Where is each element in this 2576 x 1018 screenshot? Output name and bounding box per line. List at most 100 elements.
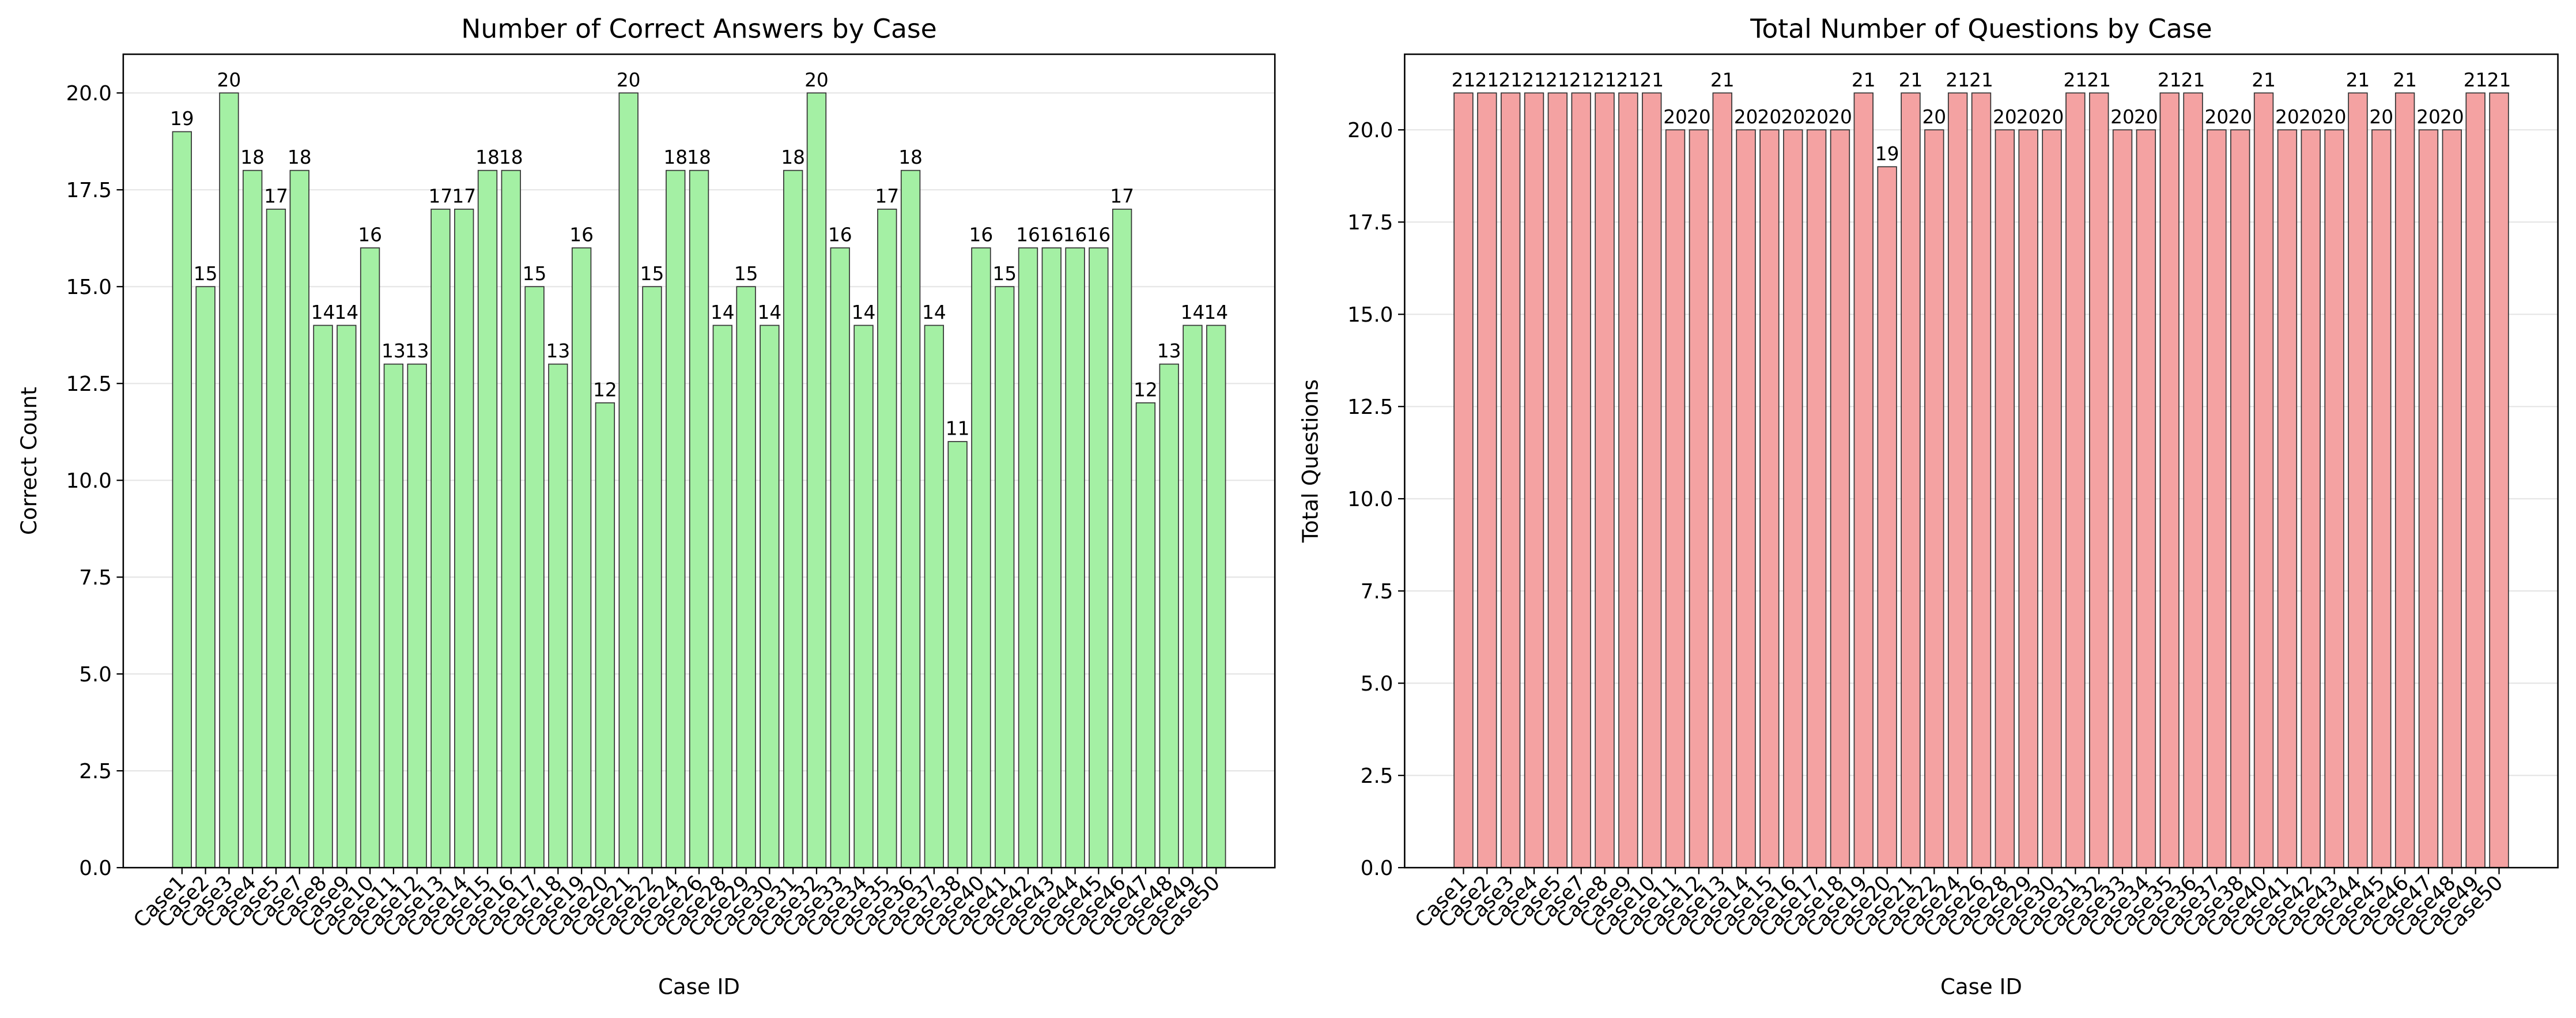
value-label: 16 xyxy=(828,224,852,246)
value-label: 18 xyxy=(898,146,923,168)
value-label: 20 xyxy=(2040,106,2064,128)
value-label: 16 xyxy=(1086,224,1111,246)
bar xyxy=(1065,247,1085,869)
value-label: 20 xyxy=(2016,106,2041,128)
bar xyxy=(947,441,968,869)
bar xyxy=(2112,129,2133,869)
value-label: 20 xyxy=(2440,106,2464,128)
y-tick-label: 10.0 xyxy=(66,469,112,493)
bar xyxy=(806,92,827,869)
value-label: 21 xyxy=(1593,69,1617,91)
value-label: 20 xyxy=(1804,106,1829,128)
value-label: 15 xyxy=(194,263,218,285)
bar xyxy=(1112,208,1132,869)
chart-panel: 0.02.55.07.510.012.515.017.520.021Case12… xyxy=(1298,14,2559,1000)
axes-frame xyxy=(122,53,1276,869)
bar xyxy=(2018,129,2038,869)
x-axis-label: Case ID xyxy=(658,975,740,1000)
bar xyxy=(1595,92,1615,869)
value-label: 20 xyxy=(1922,106,1946,128)
value-label: 14 xyxy=(311,301,335,323)
bar xyxy=(1547,92,1568,869)
bar xyxy=(666,169,686,869)
bar xyxy=(430,208,451,869)
bar xyxy=(689,169,709,869)
y-tick-label: 20.0 xyxy=(66,82,112,105)
value-label: 21 xyxy=(1969,69,1993,91)
bar xyxy=(360,247,380,869)
value-label: 12 xyxy=(1134,379,1158,401)
bar xyxy=(501,169,521,869)
value-label: 21 xyxy=(1475,69,1499,91)
bar xyxy=(783,169,803,869)
value-label: 16 xyxy=(1040,224,1064,246)
bar xyxy=(172,131,192,869)
bar xyxy=(853,325,874,869)
y-tick-label: 5.0 xyxy=(79,663,112,687)
value-label: 14 xyxy=(334,301,358,323)
bar xyxy=(618,92,639,869)
value-label: 21 xyxy=(1569,69,1593,91)
value-label: 21 xyxy=(1946,69,1970,91)
bar xyxy=(2324,129,2344,869)
bar xyxy=(1995,129,2015,869)
bar xyxy=(2136,129,2156,869)
bar xyxy=(1618,92,1638,869)
value-label: 21 xyxy=(2464,69,2488,91)
bar xyxy=(219,92,239,869)
bar xyxy=(1500,92,1521,869)
value-label: 20 xyxy=(1781,106,1805,128)
bar xyxy=(2230,129,2250,869)
value-label: 20 xyxy=(1993,106,2017,128)
bar xyxy=(266,208,286,869)
bar xyxy=(995,286,1015,869)
bar xyxy=(195,286,216,869)
y-tick-label: 0.0 xyxy=(1361,857,1393,880)
bar xyxy=(1853,92,1874,869)
value-label: 18 xyxy=(475,146,500,168)
y-tick-label: 2.5 xyxy=(79,760,112,783)
value-label: 20 xyxy=(2369,106,2393,128)
bar xyxy=(1736,129,1756,869)
value-label: 20 xyxy=(2275,106,2299,128)
y-tick-label: 12.5 xyxy=(1347,395,1393,419)
bar xyxy=(712,325,732,869)
value-label: 21 xyxy=(1710,69,1735,91)
bar xyxy=(1947,92,1968,869)
bar xyxy=(1806,129,1827,869)
bar xyxy=(337,325,357,869)
value-label: 21 xyxy=(1640,69,1664,91)
bar xyxy=(477,169,498,869)
value-label: 14 xyxy=(758,301,782,323)
bar xyxy=(2489,92,2509,869)
value-label: 16 xyxy=(1016,224,1040,246)
value-label: 18 xyxy=(781,146,805,168)
y-tick-label: 15.0 xyxy=(66,276,112,299)
value-label: 17 xyxy=(1110,185,1134,207)
value-label: 15 xyxy=(640,263,664,285)
value-label: 16 xyxy=(358,224,382,246)
y-tick-label: 20.0 xyxy=(1347,119,1393,142)
bar xyxy=(1901,92,1921,869)
value-label: 21 xyxy=(2252,69,2276,91)
y-tick-label: 2.5 xyxy=(1361,764,1393,788)
bar xyxy=(736,286,756,869)
bar xyxy=(1665,129,1686,869)
value-label: 20 xyxy=(1663,106,1687,128)
bar xyxy=(2394,92,2415,869)
value-label: 12 xyxy=(593,379,617,401)
bar xyxy=(1830,129,1850,869)
value-label: 21 xyxy=(1899,69,1923,91)
value-label: 21 xyxy=(1498,69,1523,91)
y-tick-label: 5.0 xyxy=(1361,672,1393,696)
y-tick-label: 12.5 xyxy=(66,372,112,396)
value-label: 20 xyxy=(1687,106,1711,128)
bar xyxy=(924,325,945,869)
value-label: 18 xyxy=(499,146,523,168)
y-tick-label: 17.5 xyxy=(1347,211,1393,235)
bar xyxy=(760,325,780,869)
bar xyxy=(1159,363,1179,869)
y-tick-label: 0.0 xyxy=(79,857,112,880)
value-label: 21 xyxy=(2487,69,2511,91)
